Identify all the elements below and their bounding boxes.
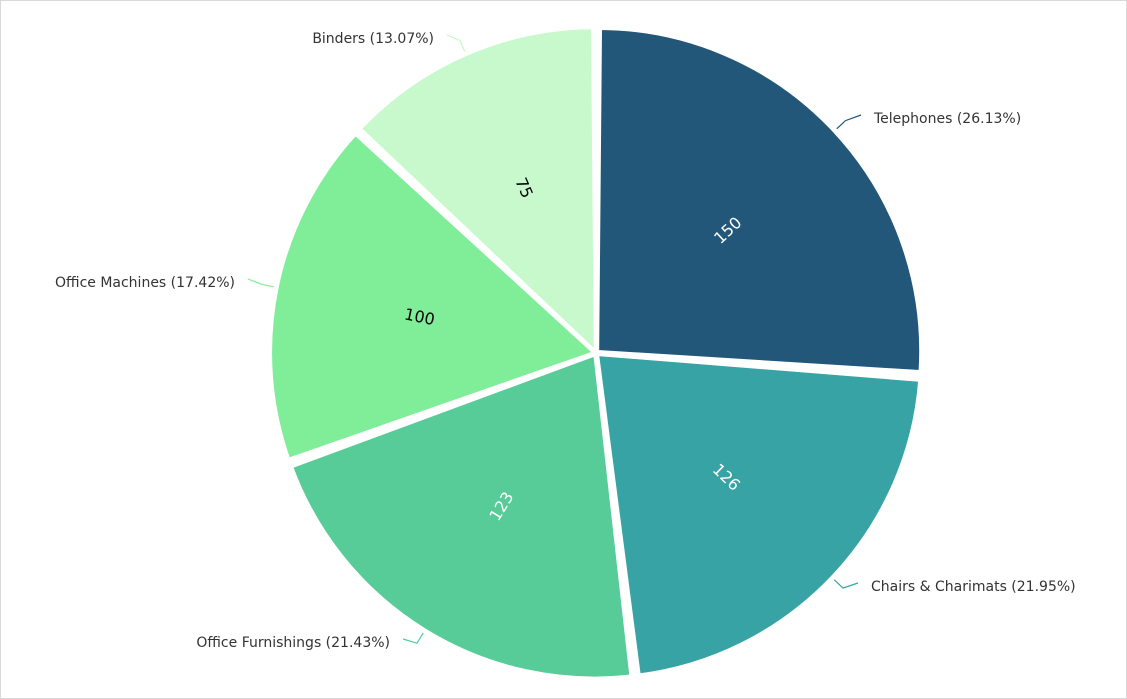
leader-line	[446, 34, 466, 52]
leader-line	[247, 278, 274, 288]
slice-category-label: Office Machines (17.42%)	[55, 275, 235, 291]
pie-slice-telephones[interactable]	[597, 27, 922, 373]
leader-line	[833, 579, 859, 589]
slice-category-label: Telephones (26.13%)	[873, 111, 1021, 127]
slice-category-label: Binders (13.07%)	[312, 31, 434, 47]
slice-category-label: Chairs & Charimats (21.95%)	[871, 579, 1076, 595]
pie-slice-office-machines[interactable]	[270, 134, 595, 460]
pie-slice-office-furnishings[interactable]	[291, 354, 632, 679]
pie-slice-chairs-charimats[interactable]	[597, 354, 921, 676]
pie-slice-binders[interactable]	[360, 27, 596, 352]
slice-category-label: Office Furnishings (21.43%)	[196, 635, 390, 651]
leader-line	[402, 632, 424, 644]
leader-line	[836, 114, 862, 130]
